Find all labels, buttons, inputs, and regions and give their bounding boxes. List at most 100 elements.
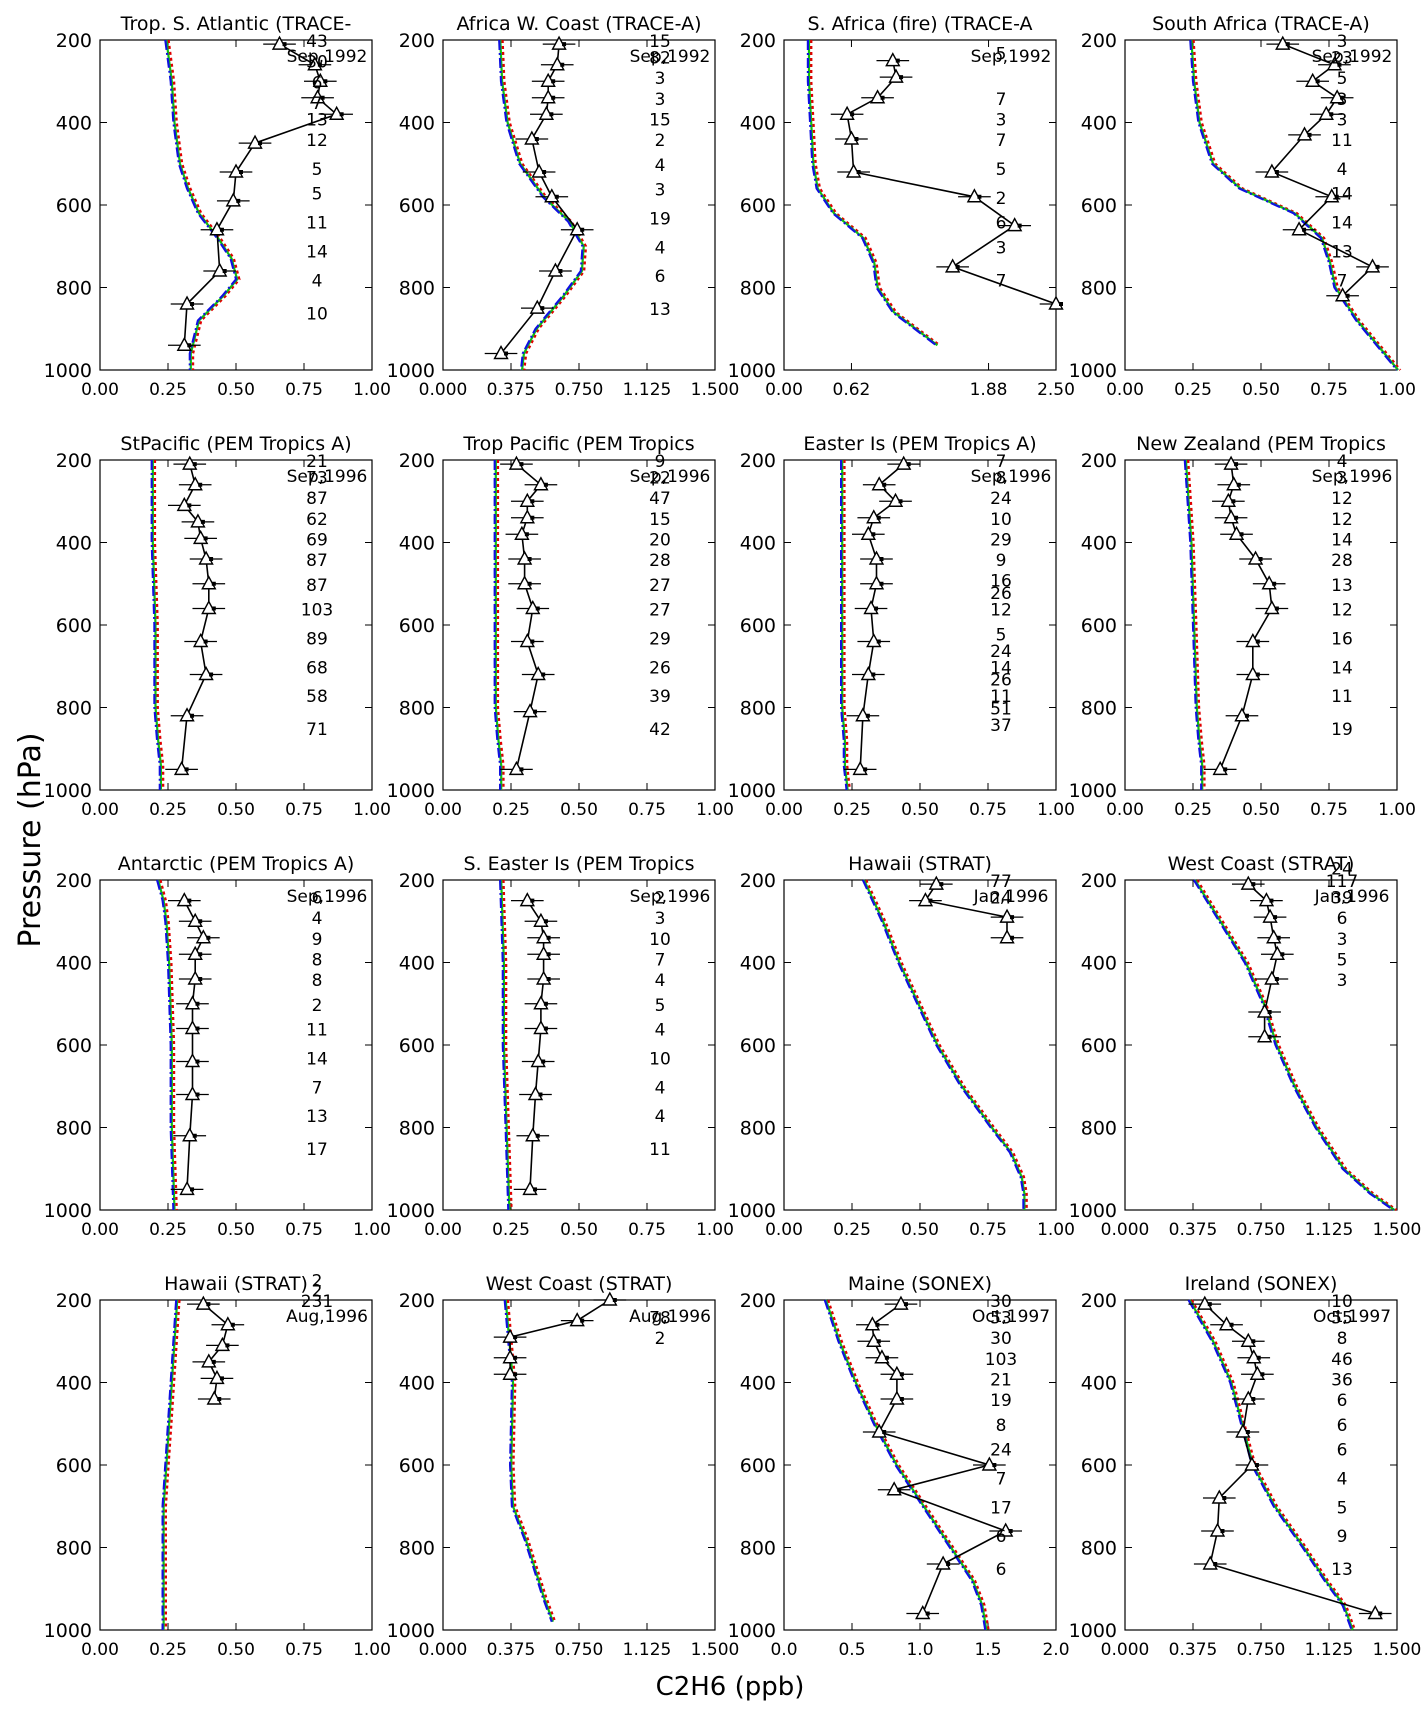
sample-count: 6	[996, 1527, 1007, 1547]
panel-16: Ireland (SONEX)Oct,199720040060080010000…	[1069, 1273, 1422, 1660]
median-marker	[876, 1339, 881, 1344]
x-tick-label: 0.50	[901, 1220, 939, 1240]
median-marker	[225, 1343, 230, 1348]
median-marker	[876, 639, 881, 644]
median-marker	[195, 1026, 200, 1031]
median-marker	[543, 919, 548, 924]
sample-count: 4	[312, 909, 323, 929]
x-tick-label: 0.75	[1310, 380, 1348, 400]
sample-count: 10	[306, 304, 328, 324]
model-red-line	[810, 40, 941, 347]
panel-date: Jan,1996	[973, 887, 1049, 907]
sample-count: 3	[996, 238, 1007, 258]
median-marker	[1010, 915, 1015, 920]
panel-6: Trop Pacific (PEM Tropics Sep,1996 200 400 6…	[387, 433, 734, 820]
model-red-line	[506, 1299, 557, 1623]
sample-count: 71	[306, 720, 328, 740]
median-marker	[1267, 1010, 1272, 1014]
y-tick-label: 200	[1081, 1290, 1117, 1312]
median-marker	[882, 1430, 887, 1434]
y-tick-label: 600	[1081, 195, 1117, 217]
panel-date: Sep,1992	[630, 47, 711, 67]
median-marker	[513, 1372, 518, 1377]
x-tick-label: 0.75	[628, 1220, 666, 1240]
y-tick-label: 1000	[387, 780, 435, 802]
sample-count: 7	[312, 94, 323, 114]
y-tick-label: 1000	[44, 1200, 92, 1222]
sample-count: 29	[649, 629, 671, 649]
median-marker	[320, 95, 325, 100]
median-marker	[1231, 499, 1236, 504]
panel-date: Aug,1996	[629, 1307, 711, 1327]
sample-count: 5	[1337, 69, 1348, 89]
y-tick-label: 200	[1081, 450, 1117, 472]
sample-count: 12	[990, 601, 1012, 621]
sample-count: 10	[649, 930, 671, 950]
sample-count: 29	[990, 530, 1012, 550]
x-tick-label: 0.25	[149, 1220, 187, 1240]
sample-count: 14	[990, 658, 1012, 678]
x-tick-label: 1.125	[623, 1640, 672, 1660]
sample-count: 12	[1331, 489, 1353, 509]
sample-count: 5	[1337, 1498, 1348, 1518]
sample-count: 20	[649, 530, 671, 550]
median-marker	[880, 95, 885, 100]
y-tick-label: 600	[399, 195, 435, 217]
median-marker	[206, 935, 211, 940]
panel-title: S. Africa (fire) (TRACE-A	[807, 13, 1032, 35]
median-marker	[195, 1001, 200, 1006]
sample-count: 4	[655, 1078, 666, 1098]
sample-count: 3	[1337, 971, 1348, 991]
sample-count: 24	[1331, 860, 1353, 880]
median-marker	[239, 170, 243, 174]
median-marker	[524, 532, 529, 537]
median-marker	[871, 532, 876, 537]
sample-count: 10	[990, 510, 1012, 530]
x-tick-label: 0.00	[81, 800, 119, 820]
sample-count: 30	[990, 1292, 1012, 1312]
y-tick-label: 200	[399, 1290, 435, 1312]
median-marker	[1273, 915, 1278, 920]
median-marker	[190, 713, 195, 718]
y-tick-label: 1000	[728, 360, 776, 382]
sample-count: 2	[996, 189, 1007, 209]
model-blue-line	[861, 879, 1025, 1210]
x-tick-label: 1.00	[353, 1640, 391, 1660]
x-tick-label: 0.25	[1174, 800, 1212, 820]
y-tick-label: 1000	[1069, 360, 1117, 382]
median-marker	[519, 767, 524, 772]
panel-7: Easter Is (PEM Tropics A) Sep,1996 200 400 6…	[728, 433, 1075, 820]
sample-count: 4	[655, 1021, 666, 1041]
sample-count: 11	[306, 1021, 328, 1041]
y-tick-label: 200	[740, 1290, 776, 1312]
y-tick-label: 600	[740, 1035, 776, 1057]
median-marker	[217, 1397, 222, 1401]
sample-count: 28	[649, 551, 671, 571]
median-marker	[1334, 194, 1339, 199]
sample-count: 6	[1337, 909, 1348, 929]
y-axis-label: Pressure (hPa)	[13, 732, 48, 947]
model-blue-line	[823, 1299, 987, 1631]
observed-line	[526, 900, 545, 1190]
y-tick-label: 400	[56, 113, 92, 135]
model-blue-line	[806, 40, 937, 347]
y-tick-label: 800	[399, 1538, 435, 1560]
sample-count: 69	[306, 530, 328, 550]
median-marker	[580, 1318, 585, 1323]
median-marker	[1245, 1430, 1250, 1434]
median-marker	[884, 1355, 889, 1360]
sample-count: 5	[655, 996, 666, 1016]
sample-count: 68	[306, 658, 328, 678]
observed-line	[515, 463, 543, 770]
y-tick-label: 200	[399, 30, 435, 52]
y-tick-label: 600	[740, 195, 776, 217]
median-marker	[258, 141, 263, 146]
model-red-line	[1196, 879, 1398, 1211]
y-tick-label: 400	[1081, 113, 1117, 135]
median-marker	[1207, 1302, 1212, 1307]
plot-frame	[99, 879, 373, 1211]
x-tick-label: 0.750	[1237, 1220, 1286, 1240]
sample-count: 117	[1326, 872, 1358, 892]
x-tick-label: 2.0	[1042, 1640, 1069, 1660]
